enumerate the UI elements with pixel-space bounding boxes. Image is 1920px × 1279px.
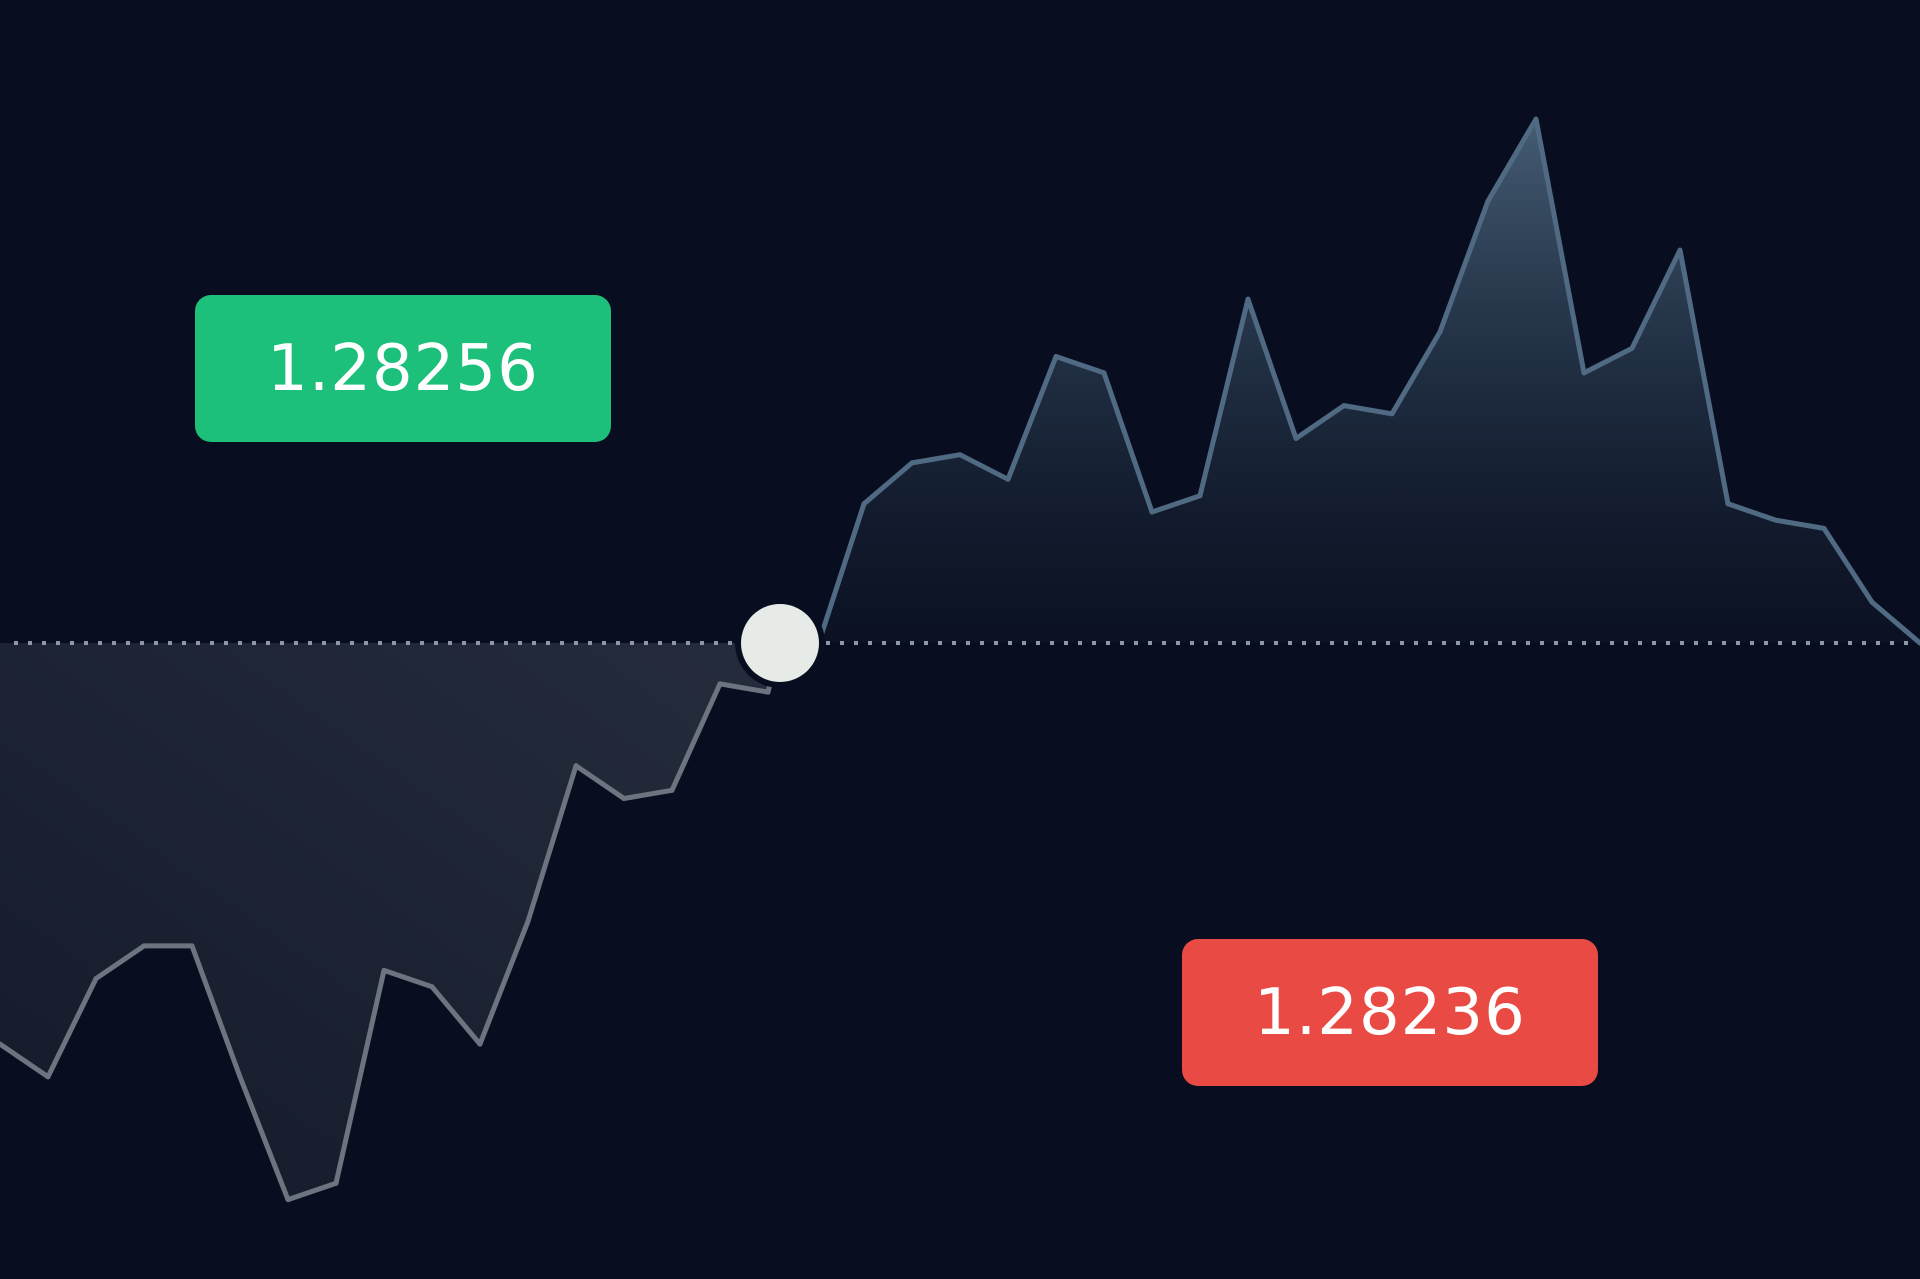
price-point-38	[1821, 525, 1827, 531]
buy-price-label: 1.28256	[267, 331, 539, 406]
price-point-22	[1053, 354, 1059, 359]
up-area-fill	[780, 119, 1920, 652]
price-point-14	[669, 787, 675, 793]
price-line-down-series	[0, 640, 783, 1203]
price-point-37	[1773, 517, 1779, 523]
entry-point-marker[interactable]	[741, 604, 819, 682]
price-point-5	[237, 1074, 243, 1080]
price-point-28	[1341, 403, 1347, 409]
price-point-27	[1293, 435, 1299, 441]
price-point-36	[1725, 501, 1731, 507]
price-point-33	[1581, 370, 1587, 376]
buy-price-badge[interactable]: 1.28256	[195, 295, 611, 442]
price-point-7	[333, 1180, 339, 1186]
price-point-0	[0, 1041, 3, 1047]
price-point-11	[525, 918, 531, 924]
price-point-4	[189, 943, 195, 949]
price-point-23	[1101, 370, 1107, 376]
price-point-20	[957, 452, 963, 458]
price-point-40	[1917, 640, 1920, 646]
price-point-18	[861, 501, 867, 507]
price-point-9	[429, 984, 435, 990]
price-point-10	[477, 1041, 483, 1047]
price-point-15	[717, 681, 723, 687]
price-point-26	[1245, 296, 1251, 302]
price-point-32	[1533, 116, 1539, 122]
price-point-2	[93, 976, 99, 982]
sell-price-badge[interactable]: 1.28236	[1182, 939, 1598, 1086]
price-point-8	[381, 967, 387, 973]
price-point-39	[1869, 599, 1875, 605]
price-point-21	[1005, 476, 1011, 482]
price-point-3	[141, 943, 147, 949]
price-point-31	[1485, 198, 1491, 204]
price-point-30	[1437, 329, 1443, 335]
price-point-19	[909, 460, 915, 466]
price-point-29	[1389, 411, 1395, 417]
price-point-25	[1197, 493, 1203, 499]
price-point-6	[285, 1197, 291, 1203]
down-area-fill	[0, 643, 780, 1200]
price-point-12	[573, 763, 579, 769]
price-point-35	[1677, 247, 1683, 253]
price-point-13	[621, 796, 627, 801]
price-point-34	[1629, 345, 1635, 351]
price-point-24	[1149, 509, 1155, 515]
price-point-16	[765, 689, 771, 695]
sell-price-label: 1.28236	[1254, 975, 1526, 1050]
price-point-1	[45, 1074, 51, 1080]
